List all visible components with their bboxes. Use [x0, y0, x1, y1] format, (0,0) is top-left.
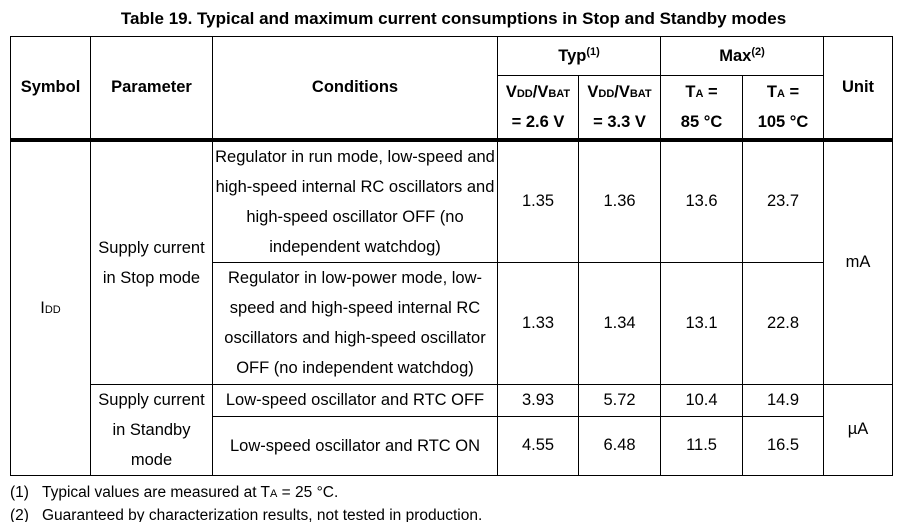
footnote-marker: (2): [10, 507, 29, 522]
bat-subscript: BAT: [629, 87, 652, 100]
v-symbol: V: [505, 82, 517, 101]
footnote-text: Typical values are measured at T: [42, 483, 271, 501]
header-ta-85: TA = 85 °C: [660, 75, 744, 142]
unit-ma: mA: [823, 139, 894, 385]
max-85-value: 13.6: [660, 139, 744, 263]
unit-ua: µA: [823, 383, 894, 476]
table-title: Table 19. Typical and maximum current co…: [120, 9, 787, 28]
voltage-value: = 2.6 V: [511, 112, 565, 131]
equals-sign: =: [784, 82, 800, 101]
ta-label: TA =: [662, 78, 742, 108]
footnote-2: (2) Guaranteed by characterization result…: [10, 505, 907, 522]
header-vdd-2v6: VDD/VBAT = 2.6 V: [497, 75, 579, 142]
bat-subscript: BAT: [548, 87, 571, 100]
max-85-value: 11.5: [660, 415, 744, 476]
footnote-text: Guaranteed by characterization results, …: [42, 507, 483, 522]
max-85-value: 10.4: [660, 383, 744, 417]
header-unit: Unit: [823, 36, 894, 142]
conditions-cell: Regulator in run mode, low-speed and hig…: [212, 139, 498, 263]
table-row-standby-rtc-off: Supply current in Standby mode Low-speed…: [11, 383, 894, 476]
dd-subscript: DD: [44, 303, 61, 316]
max-footnote-ref: (2): [751, 46, 765, 58]
header-max-group: Max(2): [660, 36, 825, 76]
conditions-cell: Regulator in low-power mode, low-speed a…: [212, 261, 498, 385]
header-symbol: Symbol: [10, 36, 91, 142]
parameter-standby-mode: Supply current in Standby mode: [90, 383, 213, 476]
vdd-vbat-label: VDD/VBAT: [580, 78, 660, 108]
typ-2v6-value: 4.55: [497, 415, 579, 476]
typ-3v3-value: 5.72: [577, 383, 662, 417]
voltage-value: = 3.3 V: [593, 112, 646, 131]
max-105-value: 22.8: [742, 261, 825, 385]
a-subscript: A: [776, 87, 785, 100]
header-conditions: Conditions: [212, 36, 498, 142]
max-105-value: 16.5: [742, 415, 825, 476]
header-typ-group: Typ(1): [496, 36, 662, 76]
footnote-text: = 25 °C.: [277, 483, 339, 501]
header-row-groups: Symbol Parameter Conditions Typ(1) Max(2…: [10, 36, 894, 142]
footnote-1: (1) Typical values are measured at TA = 2…: [10, 482, 907, 506]
conditions-cell: Low-speed oscillator and RTC OFF: [212, 383, 498, 417]
parameter-stop-mode: Supply current in Stop mode: [90, 139, 213, 385]
slash-v-symbol: /V: [614, 82, 630, 101]
t-symbol: T: [685, 82, 696, 101]
vdd-vbat-label: VDD/VBAT: [499, 78, 578, 108]
header-ta-105: TA = 105 °C: [742, 75, 825, 142]
typ-label: Typ: [558, 47, 587, 65]
slash-v-symbol: /V: [532, 82, 549, 101]
table-row-standby-rtc-on: Low-speed oscillator and RTC ON 4.55 6.4…: [11, 415, 893, 476]
typ-2v6-value: 1.33: [497, 261, 579, 385]
footnote-marker: (1): [10, 483, 29, 501]
table-row-stop-run: IDD Supply current in Stop mode Regulato…: [10, 139, 894, 476]
max-85-value: 13.1: [660, 261, 744, 385]
ta-label: TA =: [744, 78, 823, 108]
dd-subscript: DD: [516, 87, 533, 100]
typ-3v3-value: 6.48: [577, 415, 662, 476]
typ-2v6-value: 1.35: [497, 139, 579, 263]
typ-footnote-ref: (1): [586, 46, 600, 58]
t-symbol: T: [766, 82, 777, 101]
typ-2v6-value: 3.93: [497, 383, 579, 417]
header-row-subcolumns: VDD/VBAT = 2.6 V VDD/VBAT = 3.3 V TA = 8…: [11, 75, 893, 142]
equals-sign: =: [703, 82, 718, 101]
typ-3v3-value: 1.34: [577, 261, 662, 385]
max-105-value: 23.7: [742, 139, 825, 263]
temperature-value: 105 °C: [757, 112, 809, 131]
v-symbol: V: [587, 82, 599, 101]
dd-subscript: DD: [598, 87, 615, 100]
symbol-idd: IDD: [10, 139, 91, 476]
header-vdd-3v3: VDD/VBAT = 3.3 V: [577, 75, 662, 142]
a-subscript: A: [695, 87, 704, 100]
typ-3v3-value: 1.36: [577, 139, 662, 263]
temperature-value: 85 °C: [680, 112, 723, 131]
footnotes: (1) Typical values are measured at TA = 2…: [10, 482, 907, 522]
current-consumption-table: Symbol Parameter Conditions Typ(1) Max(2…: [10, 36, 894, 476]
header-parameter: Parameter: [90, 36, 213, 142]
a-subscript: A: [270, 487, 278, 500]
max-label: Max: [719, 47, 752, 65]
max-105-value: 14.9: [742, 383, 825, 417]
conditions-cell: Low-speed oscillator and RTC ON: [212, 415, 498, 476]
i-symbol: I: [40, 298, 45, 317]
